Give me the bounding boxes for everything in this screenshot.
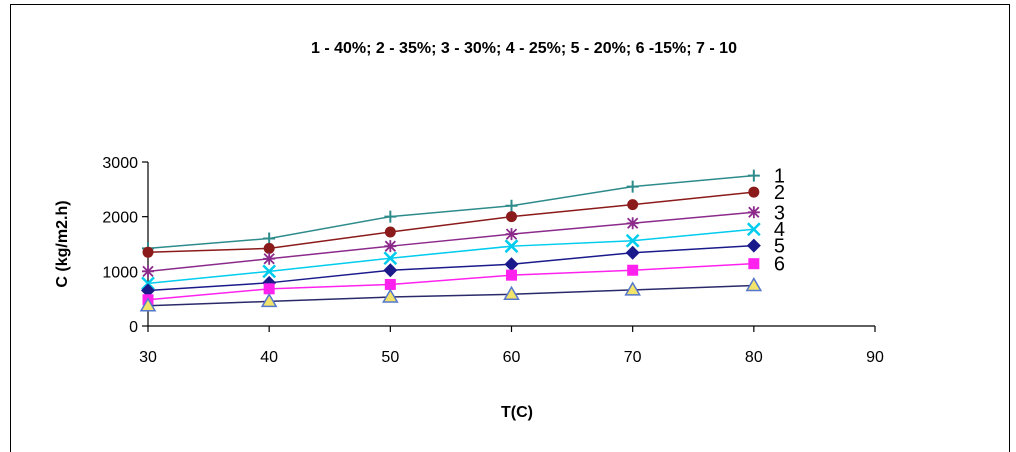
series-end-label: 3 [774, 202, 785, 224]
series-4: 4 [141, 219, 785, 291]
data-point-marker [626, 217, 639, 230]
x-tick-label: 70 [624, 349, 642, 366]
data-point-marker [383, 263, 398, 278]
series-line [147, 284, 754, 307]
chart-frame [10, 4, 1010, 452]
data-point-marker [625, 233, 640, 248]
x-tick-label: 50 [381, 349, 399, 366]
data-point-marker [747, 169, 760, 182]
data-point-marker [384, 240, 397, 253]
x-axis-label: T(C) [501, 404, 533, 421]
series-1: 1 [142, 166, 785, 255]
data-point-marker [627, 199, 639, 211]
data-point-marker [384, 226, 396, 238]
series-line [147, 191, 754, 253]
data-point-marker [624, 281, 641, 296]
data-point-marker [747, 206, 760, 219]
data-point-marker [263, 252, 276, 265]
chart-title: 1 - 40%; 2 - 35%; 3 - 30%; 4 - 25%; 5 - … [311, 40, 737, 57]
data-point-marker [382, 288, 399, 303]
data-point-marker [746, 238, 761, 253]
series-end-label: 6 [774, 254, 785, 276]
data-point-marker [505, 228, 518, 241]
series-line [147, 244, 754, 292]
data-point-marker [384, 278, 396, 290]
data-point-marker [505, 199, 518, 212]
data-point-marker [506, 269, 517, 281]
x-tick-label: 90 [866, 349, 884, 366]
data-point-marker [141, 276, 155, 291]
data-point-marker [263, 283, 275, 295]
data-point-marker [142, 246, 154, 258]
x-tick-label: 40 [260, 349, 278, 366]
data-point-marker [626, 180, 639, 193]
data-point-marker [504, 239, 519, 254]
data-point-marker [141, 283, 155, 298]
data-point-marker [625, 245, 640, 260]
tick-group: 30 40 50 60 70 80 90 0 1000 2000 3000 [102, 155, 884, 366]
series-end-label: 1 [774, 166, 785, 188]
data-point-marker [504, 257, 519, 272]
series-5: 5 [141, 236, 785, 298]
data-point-marker [139, 297, 157, 312]
data-point-marker [748, 258, 760, 270]
y-tick-label: 2000 [102, 210, 138, 227]
x-tick-label: 80 [745, 349, 763, 366]
series-2: 2 [142, 182, 785, 258]
data-point-marker [384, 210, 397, 223]
data-point-marker [383, 251, 398, 266]
data-point-marker [263, 232, 276, 245]
y-tick-label: 3000 [102, 155, 138, 172]
series-line [147, 174, 754, 250]
data-point-marker [506, 211, 517, 223]
series-line [147, 262, 754, 301]
series-line [147, 211, 754, 273]
data-point-marker [746, 222, 761, 237]
data-point-marker [745, 277, 763, 292]
series-line [147, 228, 754, 285]
x-tick-label: 60 [503, 349, 521, 366]
y-tick-label: 0 [129, 319, 138, 336]
x-tick-label: 30 [139, 349, 157, 366]
data-point-marker [263, 242, 275, 254]
y-axis-label: C (kg/m2.h) [54, 200, 71, 287]
data-point-marker [748, 186, 760, 198]
data-point-marker [260, 292, 278, 308]
data-point-marker [142, 265, 154, 278]
data-point-marker [627, 264, 639, 276]
series-3: 3 [142, 202, 785, 278]
data-point-marker [262, 264, 277, 279]
series-end-label: 2 [774, 182, 785, 204]
series-end-label: 4 [774, 219, 785, 241]
series-end-label: 5 [774, 236, 785, 258]
series-7 [139, 277, 763, 312]
data-point-marker [503, 285, 520, 301]
y-tick-label: 1000 [102, 264, 138, 281]
